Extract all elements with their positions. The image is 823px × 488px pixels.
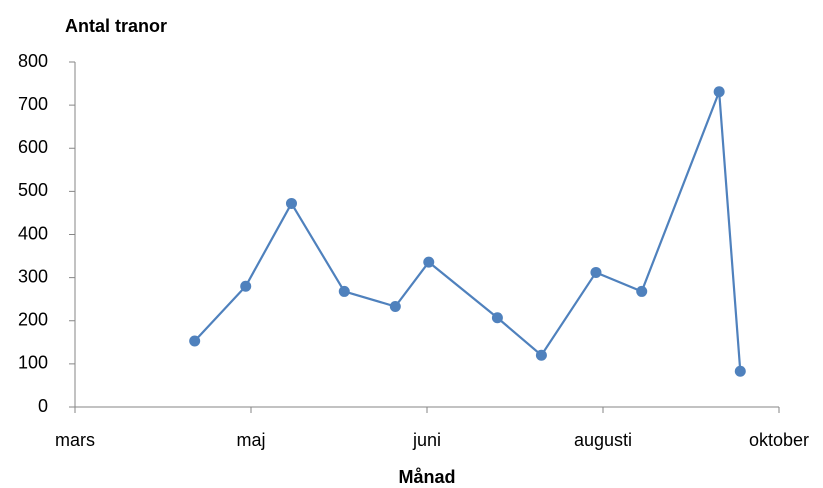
y-tick-label: 700 — [18, 94, 48, 114]
y-tick-label: 400 — [18, 223, 48, 243]
marker — [389, 301, 401, 313]
line — [193, 91, 742, 372]
marker — [491, 312, 503, 324]
x-tick-label: augusti — [574, 430, 632, 450]
y-tick-label: 0 — [38, 396, 48, 416]
marker — [636, 285, 648, 297]
x-tick-label: maj — [236, 430, 265, 450]
marker — [189, 335, 201, 347]
marker — [734, 365, 746, 377]
y-tick-label: 800 — [18, 51, 48, 71]
chart-title: Antal tranor — [65, 16, 167, 36]
x-axis-title: Månad — [398, 467, 455, 487]
marker — [338, 285, 350, 297]
marker — [535, 349, 547, 361]
marker — [285, 197, 297, 209]
x-tick-label: juni — [412, 430, 441, 450]
y-tick-label: 100 — [18, 353, 48, 373]
marker — [240, 280, 252, 292]
marker — [713, 86, 725, 98]
y-tick-label: 500 — [18, 180, 48, 200]
y-tick-label: 200 — [18, 310, 48, 330]
marker — [423, 256, 435, 268]
y-tick-label: 600 — [18, 137, 48, 157]
x-tick-label: mars — [55, 430, 95, 450]
y-tick-label: 300 — [18, 266, 48, 286]
marker — [590, 266, 602, 278]
x-tick-label: oktober — [749, 430, 809, 450]
